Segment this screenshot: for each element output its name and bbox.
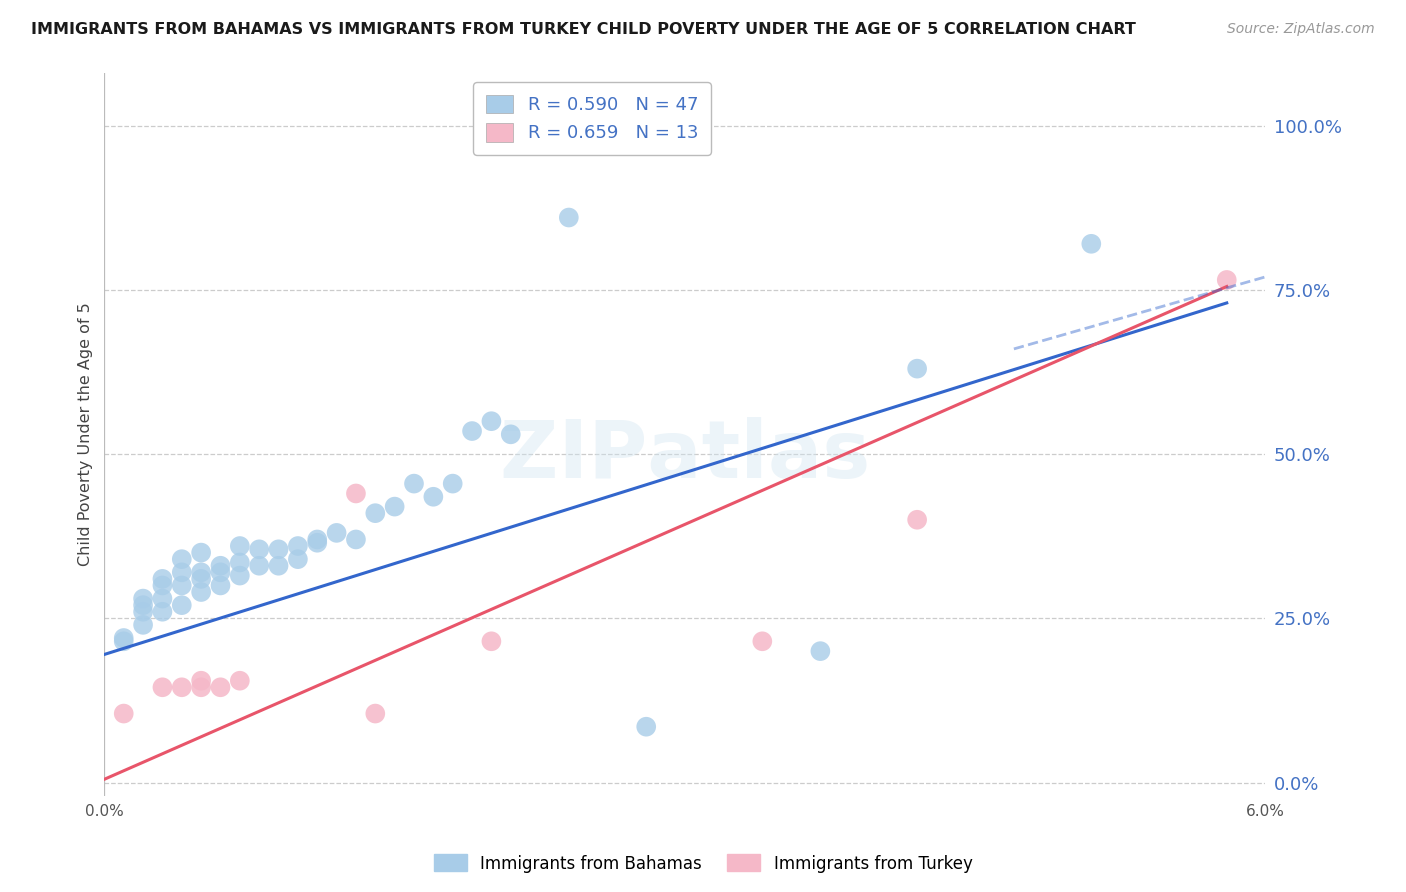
Point bbox=[132, 605, 155, 619]
Point bbox=[344, 486, 367, 500]
Point bbox=[325, 525, 347, 540]
Text: ZIP​atlas: ZIP​atlas bbox=[499, 417, 870, 495]
Text: Source: ZipAtlas.com: Source: ZipAtlas.com bbox=[1227, 22, 1375, 37]
Point bbox=[209, 558, 232, 573]
Point bbox=[112, 634, 135, 648]
Point bbox=[190, 680, 212, 694]
Point bbox=[170, 578, 193, 592]
Point bbox=[481, 414, 503, 428]
Point bbox=[132, 618, 155, 632]
Point bbox=[905, 361, 928, 376]
Point bbox=[229, 568, 252, 582]
Point bbox=[112, 631, 135, 645]
Point bbox=[170, 680, 193, 694]
Point bbox=[636, 720, 658, 734]
Point bbox=[1216, 273, 1239, 287]
Point bbox=[152, 591, 174, 606]
Legend: Immigrants from Bahamas, Immigrants from Turkey: Immigrants from Bahamas, Immigrants from… bbox=[427, 847, 979, 880]
Point bbox=[132, 598, 155, 612]
Legend: R = 0.590   N = 47, R = 0.659   N = 13: R = 0.590 N = 47, R = 0.659 N = 13 bbox=[474, 82, 710, 155]
Point bbox=[307, 533, 329, 547]
Point bbox=[384, 500, 406, 514]
Point bbox=[190, 566, 212, 580]
Point bbox=[190, 585, 212, 599]
Point bbox=[808, 644, 831, 658]
Point bbox=[499, 427, 522, 442]
Point bbox=[170, 598, 193, 612]
Point bbox=[190, 673, 212, 688]
Point bbox=[247, 558, 270, 573]
Point bbox=[905, 513, 928, 527]
Point bbox=[267, 558, 290, 573]
Point bbox=[170, 552, 193, 566]
Point bbox=[287, 539, 309, 553]
Point bbox=[190, 572, 212, 586]
Point bbox=[441, 476, 464, 491]
Point bbox=[402, 476, 425, 491]
Point bbox=[190, 546, 212, 560]
Point bbox=[229, 556, 252, 570]
Point bbox=[152, 572, 174, 586]
Point bbox=[481, 634, 503, 648]
Point bbox=[229, 539, 252, 553]
Point bbox=[229, 673, 252, 688]
Point bbox=[364, 506, 387, 520]
Point bbox=[287, 552, 309, 566]
Y-axis label: Child Poverty Under the Age of 5: Child Poverty Under the Age of 5 bbox=[79, 302, 93, 566]
Point bbox=[307, 535, 329, 549]
Point bbox=[364, 706, 387, 721]
Point bbox=[152, 578, 174, 592]
Point bbox=[1080, 236, 1102, 251]
Point bbox=[461, 424, 484, 438]
Point bbox=[267, 542, 290, 557]
Point bbox=[422, 490, 444, 504]
Point bbox=[112, 706, 135, 721]
Point bbox=[209, 566, 232, 580]
Point bbox=[170, 566, 193, 580]
Point bbox=[152, 680, 174, 694]
Point bbox=[152, 605, 174, 619]
Point bbox=[344, 533, 367, 547]
Point bbox=[209, 680, 232, 694]
Point bbox=[751, 634, 773, 648]
Text: IMMIGRANTS FROM BAHAMAS VS IMMIGRANTS FROM TURKEY CHILD POVERTY UNDER THE AGE OF: IMMIGRANTS FROM BAHAMAS VS IMMIGRANTS FR… bbox=[31, 22, 1136, 37]
Point bbox=[209, 578, 232, 592]
Point bbox=[247, 542, 270, 557]
Point bbox=[558, 211, 581, 225]
Point bbox=[132, 591, 155, 606]
